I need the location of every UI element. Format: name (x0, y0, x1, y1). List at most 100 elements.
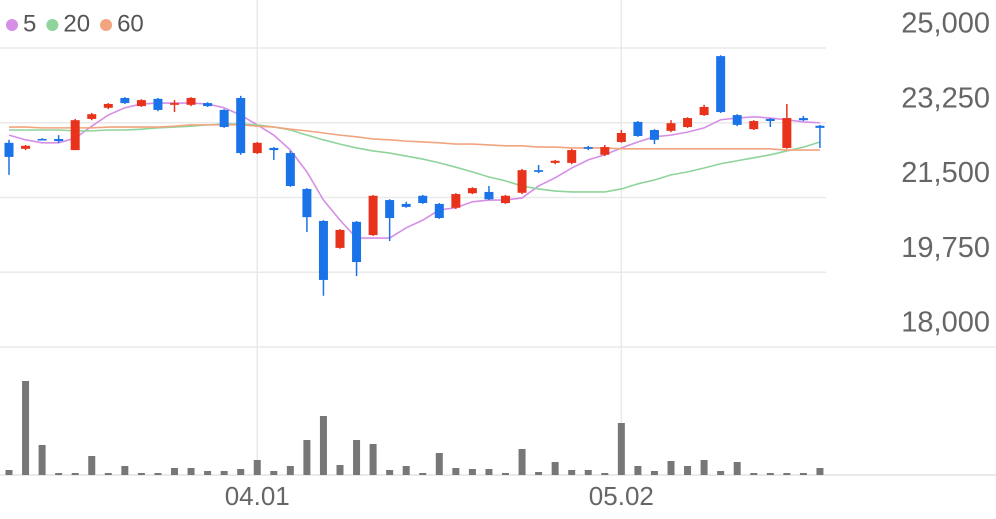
x-tick-label: 04.01 (225, 481, 290, 511)
volume-bar (535, 472, 543, 475)
volume-bar (799, 473, 807, 475)
candle-body (567, 150, 577, 163)
candle-body (467, 188, 477, 194)
candle-body (186, 97, 196, 105)
candle-body (451, 194, 461, 208)
candle-body (765, 118, 775, 122)
volume-bar (154, 473, 162, 475)
candle-body (302, 188, 312, 218)
candle-body (252, 142, 262, 154)
volume-bar (386, 470, 394, 475)
volume-bar (171, 468, 178, 475)
candle-body (368, 195, 378, 236)
candle-body (732, 115, 742, 125)
volume-bar (369, 444, 377, 475)
volume-bar (22, 381, 30, 475)
volume-bar (452, 468, 460, 475)
candle-body (418, 195, 428, 204)
volume-bar (601, 473, 609, 475)
volume-bar (750, 473, 758, 475)
volume-bar (270, 471, 278, 475)
candle-body (534, 170, 544, 172)
legend-label: 5 (23, 10, 36, 37)
volume-bar (253, 460, 261, 475)
volume-bar (684, 466, 692, 475)
volume-bar (137, 473, 145, 475)
volume-bar (468, 469, 476, 475)
volume-bar (336, 465, 344, 475)
candle-body (37, 138, 47, 141)
candle-body (550, 160, 560, 163)
candle-body (782, 118, 792, 148)
candle-body (401, 203, 411, 207)
candle-body (136, 100, 146, 107)
candle-body (434, 203, 444, 219)
candle-body (798, 118, 808, 121)
candle-body (517, 170, 527, 193)
volume-bar (402, 466, 410, 475)
candle-body (716, 56, 726, 113)
candle-body (21, 145, 31, 149)
candle-body (285, 153, 295, 186)
candle-body (815, 125, 825, 128)
volume-bar (816, 468, 824, 475)
volume-bar (667, 461, 675, 475)
candle-body (54, 138, 64, 142)
volume-bar (38, 445, 46, 475)
candle-body (335, 229, 345, 248)
volume-bar (700, 460, 708, 475)
candle-body (616, 133, 626, 142)
candle-body (633, 121, 643, 136)
candle-body (649, 130, 659, 140)
candle-body (219, 109, 229, 128)
volume-bar (121, 466, 129, 475)
candle-body (683, 118, 693, 128)
candle-body (236, 97, 246, 154)
moving-average-line (9, 123, 821, 193)
volume-bar (220, 471, 228, 475)
volume-bar (55, 473, 63, 475)
volume-bar (435, 453, 443, 475)
volume-bar (104, 473, 112, 475)
volume-bar (204, 471, 212, 475)
volume-bar (187, 468, 195, 475)
y-tick-label: 18,000 (901, 307, 990, 339)
volume-bar (286, 466, 294, 475)
volume-bar (568, 470, 576, 475)
y-tick-label: 25,000 (901, 8, 990, 40)
candle-body (103, 103, 113, 108)
volume-bar (419, 473, 427, 475)
legend-marker (6, 19, 18, 31)
y-tick-label: 23,250 (901, 82, 990, 114)
y-tick-label: 19,750 (901, 232, 990, 264)
candle-body (120, 97, 130, 104)
volume-bar (5, 470, 13, 475)
candle-body (749, 121, 759, 130)
volume-bar (783, 473, 791, 475)
volume-bar (733, 462, 741, 475)
legend-marker (46, 19, 59, 31)
volume-bar (502, 473, 509, 475)
moving-average-line (9, 124, 820, 151)
candle-body (583, 147, 593, 149)
legend-marker (100, 19, 113, 31)
candle-body (666, 123, 676, 131)
volume-bar (766, 473, 774, 475)
volume-bar (617, 423, 625, 475)
volume-bar (634, 466, 642, 475)
candle-body (600, 147, 610, 155)
volume-bar (303, 440, 311, 475)
volume-bar (518, 449, 526, 475)
candle-body (501, 195, 510, 204)
volume-bar (650, 471, 658, 475)
candle-body (699, 106, 709, 116)
volume-bar (88, 456, 96, 475)
candle-body (70, 120, 80, 151)
legend-label: 20 (63, 10, 90, 37)
y-tick-label: 21,500 (901, 157, 990, 189)
candle-body (385, 200, 395, 219)
x-tick-label: 05.02 (589, 481, 654, 511)
volume-bar (551, 462, 559, 475)
candle-body (352, 221, 362, 262)
